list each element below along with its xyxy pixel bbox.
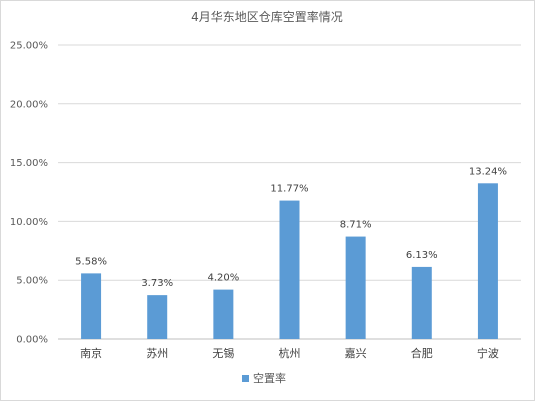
bar <box>81 273 102 339</box>
bar <box>279 200 300 339</box>
data-label: 5.58% <box>75 256 107 267</box>
legend: 空置率 <box>242 371 286 385</box>
data-label: 4.20% <box>207 273 239 284</box>
x-tick-label: 宁波 <box>477 346 499 360</box>
data-labels: 5.58% 3.73% 4.20% 11.77% 8.71% 6.13% 13.24% <box>75 166 507 289</box>
legend-label: 空置率 <box>253 371 286 385</box>
bar <box>213 289 234 339</box>
x-tick-label: 嘉兴 <box>345 346 367 360</box>
bar <box>345 236 366 339</box>
y-tick-label: 0.00% <box>16 335 48 346</box>
data-label: 8.71% <box>340 220 372 231</box>
bar <box>147 295 168 339</box>
x-tick-label: 苏州 <box>146 347 168 360</box>
y-tick-label: 5.00% <box>16 276 48 287</box>
x-tick-label: 杭州 <box>279 346 301 360</box>
y-tick-label: 10.00% <box>10 217 48 228</box>
chart-title: 4月华东地区仓库空置率情况 <box>191 9 343 24</box>
bar <box>477 183 498 339</box>
x-tick-label: 合肥 <box>411 346 433 360</box>
x-tick-label: 无锡 <box>212 346 234 360</box>
data-label: 6.13% <box>406 250 438 261</box>
bar <box>411 266 432 339</box>
y-axis-ticks: 0.00% 5.00% 10.00% 15.00% 20.00% 25.00% <box>10 41 48 346</box>
data-label: 11.77% <box>270 184 308 195</box>
x-axis-labels: 南京 苏州 无锡 杭州 嘉兴 合肥 宁波 <box>80 346 499 360</box>
y-tick-label: 20.00% <box>10 99 48 110</box>
data-label: 3.73% <box>141 278 173 289</box>
bars <box>81 183 498 339</box>
y-tick-label: 25.00% <box>10 41 48 52</box>
y-tick-label: 15.00% <box>10 158 48 169</box>
legend-swatch <box>242 375 249 382</box>
data-label: 13.24% <box>469 166 507 177</box>
x-tick-label: 南京 <box>80 346 102 360</box>
